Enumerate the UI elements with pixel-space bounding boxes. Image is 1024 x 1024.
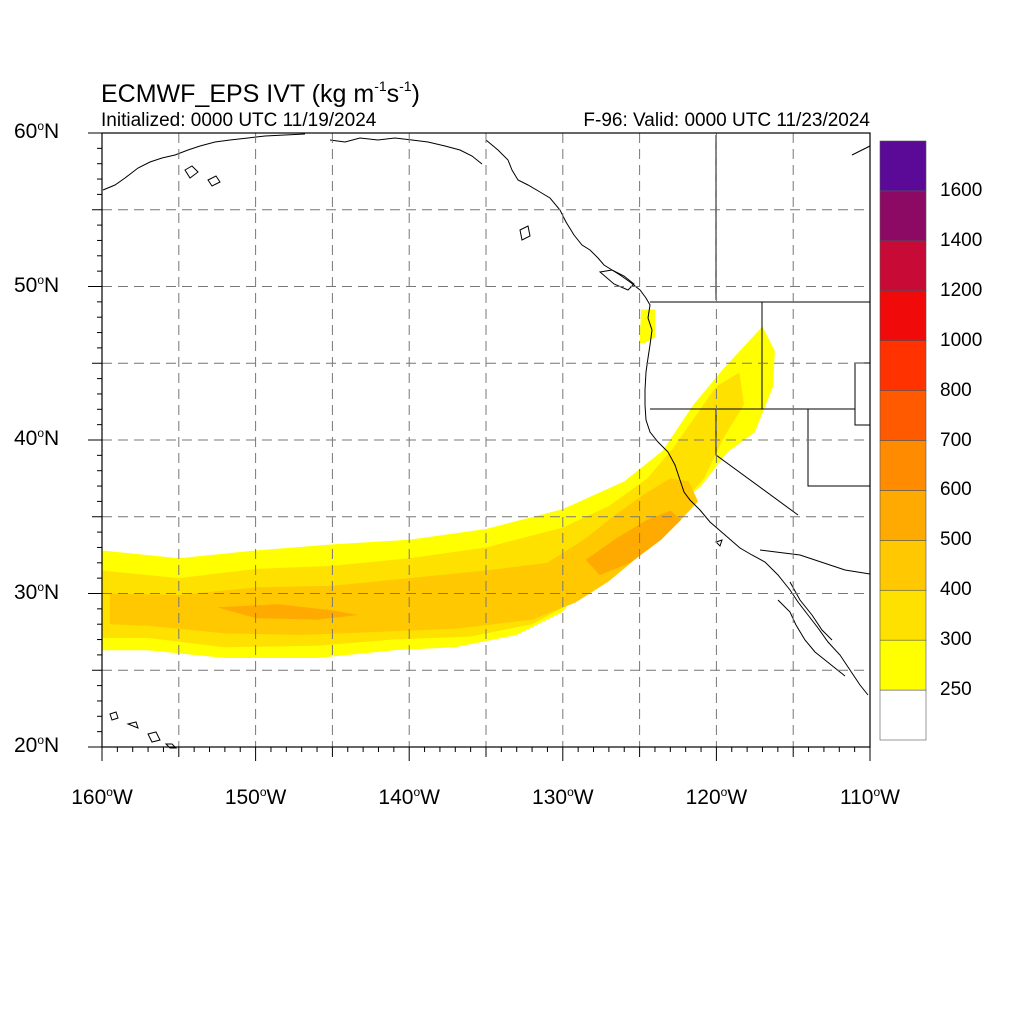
colorbar-box — [879, 140, 927, 192]
colorbar-label: 1200 — [940, 279, 983, 301]
lon-label: 160oW — [71, 785, 133, 809]
colorbar-label: 800 — [940, 379, 972, 401]
colorbar-label: 700 — [940, 429, 972, 451]
lat-label: 50oN — [14, 272, 60, 297]
ivt-region-500-4 — [585, 510, 682, 576]
colorbar-label: 250 — [940, 679, 972, 701]
colorbar-box — [879, 240, 927, 292]
colorbar-label: 600 — [940, 479, 972, 501]
ivt-region-250-1 — [639, 309, 655, 344]
lon-label: 110oW — [840, 785, 900, 809]
lon-label: 150oW — [224, 785, 287, 809]
lat-label: 20oN — [14, 733, 60, 757]
lat-label: 60oN — [14, 119, 60, 143]
colorbar-box — [879, 490, 927, 541]
colorbar-box — [879, 290, 927, 341]
colorbar-label: 1400 — [940, 229, 983, 251]
colorbar-box — [879, 340, 927, 391]
colorbar-box — [879, 689, 927, 741]
coastline-baja — [777, 581, 846, 677]
ivt-region-400-3 — [109, 478, 698, 635]
lon-label: 130oW — [532, 785, 594, 809]
colorbar-box — [879, 589, 927, 641]
colorbar-label: 1600 — [940, 179, 983, 201]
colorbar-box — [879, 639, 927, 691]
colorbar-label: 400 — [940, 579, 972, 601]
axis-ticks — [88, 132, 871, 761]
colorbar-box — [879, 540, 927, 591]
colorbar-label: 300 — [940, 629, 972, 651]
colorbar-box — [879, 390, 927, 441]
valid-time-label: F-96: Valid: 0000 UTC 11/23/2024 — [583, 110, 870, 131]
colorbar-box — [879, 190, 927, 242]
colorbar-label: 500 — [940, 529, 972, 551]
graticule — [102, 133, 870, 747]
colorbar — [879, 140, 927, 741]
init-time-label: Initialized: 0000 UTC 11/19/2024 — [101, 110, 377, 131]
lon-label: 140oW — [378, 785, 440, 809]
coastline-alaska — [102, 133, 483, 191]
islands — [109, 165, 723, 749]
colorbar-box — [879, 440, 927, 491]
lon-label: 120oW — [685, 785, 748, 809]
ivt-region-500-5 — [217, 604, 359, 620]
colorbar-label: 1000 — [940, 329, 983, 351]
lat-label: 30oN — [14, 579, 60, 604]
ivt-field-layer — [102, 309, 775, 658]
lat-label: 40oN — [14, 426, 60, 450]
map-frame — [101, 132, 871, 748]
plot-title: ECMWF_EPS IVT (kg m-1s-1) — [101, 78, 420, 108]
